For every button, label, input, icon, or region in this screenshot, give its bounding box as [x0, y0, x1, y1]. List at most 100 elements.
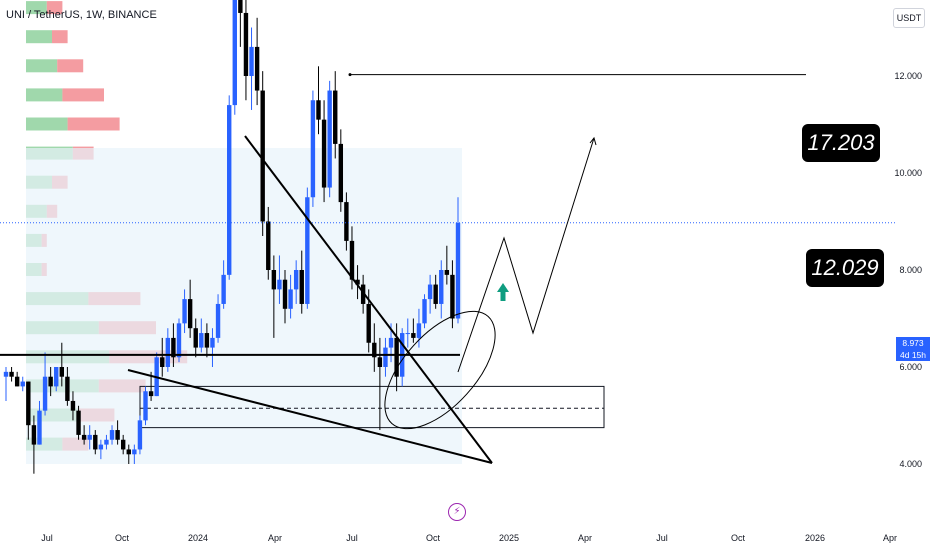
- candle-body: [277, 279, 282, 290]
- candle-body: [282, 279, 288, 309]
- candle-body: [427, 284, 433, 300]
- currency-label[interactable]: USDT: [893, 8, 925, 28]
- x-tick-label: Jul: [346, 533, 358, 543]
- candle-body: [271, 270, 277, 290]
- candle-body: [422, 299, 427, 324]
- x-tick-label: 2025: [499, 533, 519, 543]
- volume-bar-down: [62, 88, 104, 102]
- lower-trendline: [127, 369, 493, 464]
- candle-body: [227, 105, 232, 275]
- x-tick-label: Apr: [883, 533, 897, 543]
- time-axis[interactable]: Jul Oct 2024 Apr Jul Oct 2025 Apr Jul Oct 2026 Apr: [41, 533, 897, 543]
- candle-body: [137, 420, 143, 450]
- candle-body: [305, 197, 310, 304]
- candle-body: [377, 357, 383, 367]
- target-label-lower: 12.029: [806, 249, 884, 287]
- candle-body: [148, 391, 154, 397]
- y-tick-label: 10.000: [894, 168, 922, 178]
- y-tick-label: 6.000: [899, 362, 922, 372]
- candle-body: [176, 323, 182, 358]
- volume-bar-down: [57, 59, 84, 73]
- candle-body: [126, 449, 131, 455]
- candle-body: [81, 434, 87, 440]
- candle-body: [355, 279, 360, 285]
- y-tick-label: 12.000: [894, 71, 922, 81]
- range-background: [26, 148, 462, 464]
- candle-body: [439, 270, 444, 304]
- x-tick-label: Jul: [41, 533, 53, 543]
- candle-body: [349, 240, 355, 280]
- x-tick-label: Apr: [578, 533, 592, 543]
- target-label-upper: 17.203: [802, 124, 880, 162]
- descending-trendline: [244, 135, 493, 464]
- candle-body: [48, 376, 53, 387]
- candle-body: [254, 46, 260, 91]
- candle-body: [87, 434, 92, 440]
- projected-path-arrowhead: [589, 136, 597, 146]
- target-line-lower-anchor: [348, 73, 352, 77]
- candle-body: [9, 371, 14, 377]
- candle-body: [20, 381, 25, 387]
- candle-body: [204, 333, 210, 348]
- candle-body: [160, 357, 165, 367]
- candle-body: [120, 439, 126, 450]
- candle-body: [199, 333, 204, 348]
- candle-body: [316, 100, 321, 120]
- x-tick-label: Jul: [656, 533, 668, 543]
- candle-body: [54, 367, 59, 387]
- candle-body: [450, 274, 455, 319]
- x-tick-label: Oct: [426, 533, 441, 543]
- volume-bar-up: [26, 117, 68, 131]
- volume-bar-up: [26, 88, 63, 102]
- symbol-title[interactable]: UNI / TetherUS, 1W, BINANCE: [6, 9, 157, 21]
- candle-body: [182, 299, 187, 324]
- x-tick-label: Apr: [268, 533, 282, 543]
- candle-body: [433, 284, 438, 304]
- candle-body: [455, 222, 461, 319]
- candle-body: [132, 449, 137, 455]
- candle-body: [293, 270, 299, 290]
- candle-body: [299, 270, 304, 304]
- candle-body: [115, 430, 120, 440]
- candle-body: [310, 100, 316, 198]
- candle-body: [249, 46, 254, 76]
- candle-body: [14, 376, 20, 387]
- candle-body: [104, 439, 109, 445]
- candle-body: [93, 434, 98, 450]
- candle-body: [416, 323, 422, 338]
- volume-bar-down: [46, 1, 63, 15]
- current-price-tag: 8.973 4d 15h: [896, 337, 930, 361]
- candle-body: [109, 430, 115, 440]
- candle-body: [165, 337, 171, 367]
- volume-bar-up: [26, 30, 52, 44]
- candle-body: [338, 143, 344, 203]
- candle-body: [193, 328, 198, 348]
- bar-countdown: 4d 15h: [900, 350, 926, 360]
- price-axis[interactable]: 22.00020.00018.00016.00014.00012.00010.0…: [894, 0, 922, 550]
- volume-bar-down: [52, 30, 68, 44]
- candle-body: [411, 333, 416, 338]
- candle-body: [42, 376, 48, 411]
- candle-body: [321, 119, 327, 188]
- candle-body: [187, 299, 193, 329]
- candle-body: [288, 289, 293, 309]
- candle-body: [37, 410, 42, 445]
- projected-path: [457, 137, 595, 373]
- y-tick-label: 8.000: [899, 265, 922, 275]
- volume-bar-down: [67, 117, 120, 131]
- candle-body: [221, 274, 226, 304]
- candle-body: [65, 376, 70, 401]
- candle-body: [260, 90, 265, 222]
- candle-body: [171, 337, 176, 358]
- candle-body: [70, 400, 76, 411]
- lightning-icon[interactable]: ⚡: [448, 503, 466, 521]
- candle-body: [444, 270, 450, 275]
- x-tick-label: Oct: [115, 533, 130, 543]
- candle-body: [360, 284, 366, 304]
- candle-body: [210, 337, 215, 348]
- candle-body: [333, 90, 338, 144]
- candle-body: [26, 381, 31, 426]
- candle-body: [98, 444, 104, 450]
- candlesticks: [3, 0, 461, 474]
